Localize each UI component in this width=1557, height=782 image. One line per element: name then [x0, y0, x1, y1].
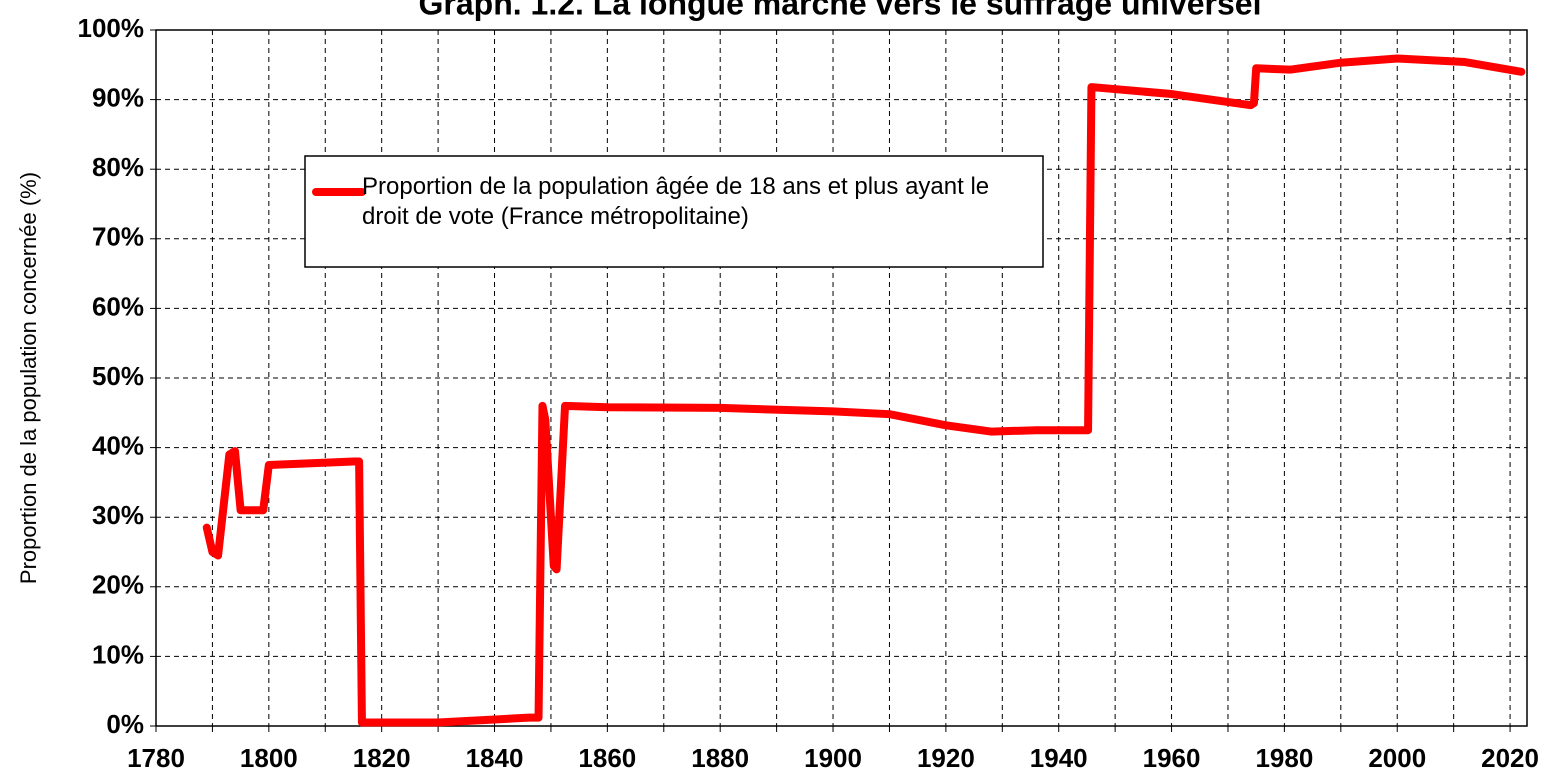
data-line [202, 54, 1526, 727]
x-tick-label: 1800 [240, 743, 298, 773]
x-tick-label: 1820 [353, 743, 411, 773]
legend: Proportion de la population âgée de 18 a… [304, 155, 1044, 268]
y-tick-label: 60% [92, 291, 144, 321]
x-tick-label: 2000 [1368, 743, 1426, 773]
y-tick-label: 40% [92, 430, 144, 460]
y-tick-label: 100% [78, 13, 145, 43]
y-tick-label: 70% [92, 222, 144, 252]
x-tick-label: 1880 [691, 743, 749, 773]
x-tick-label: 1780 [127, 743, 185, 773]
y-axis-label: Proportion de la population concernée (%… [16, 172, 41, 584]
legend-label: Proportion de la population âgée de 18 a… [362, 173, 990, 230]
y-tick-label: 0% [106, 709, 144, 739]
x-tick-label: 1840 [466, 743, 524, 773]
y-tick-label: 10% [92, 639, 144, 669]
x-tick-label: 1920 [917, 743, 975, 773]
y-tick-label: 50% [92, 361, 144, 391]
x-tick-label: 2020 [1481, 743, 1539, 773]
x-tick-label: 1860 [578, 743, 636, 773]
x-tick-label: 1940 [1030, 743, 1088, 773]
y-tick-label: 90% [92, 82, 144, 112]
legend-label-box: Proportion de la population âgée de 18 a… [362, 173, 990, 230]
x-tick-label: 1960 [1143, 743, 1201, 773]
y-tick-label: 80% [92, 152, 144, 182]
plot-frame [155, 29, 1528, 727]
x-tick-label: 1900 [804, 743, 862, 773]
chart-title: Graph. 1.2. La longue marche vers le suf… [419, 0, 1262, 21]
y-tick-label: 30% [92, 500, 144, 530]
y-tick-label: 20% [92, 570, 144, 600]
legend-box [304, 155, 1044, 268]
x-tick-label: 1980 [1255, 743, 1313, 773]
